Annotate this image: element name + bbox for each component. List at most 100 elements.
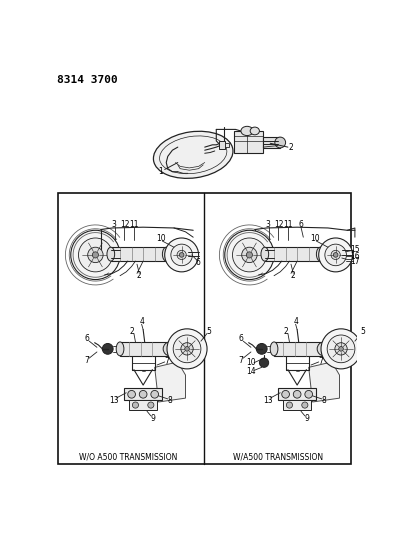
Ellipse shape (162, 247, 170, 261)
Ellipse shape (270, 342, 278, 356)
Ellipse shape (148, 402, 154, 408)
Ellipse shape (302, 402, 308, 408)
Ellipse shape (317, 342, 331, 356)
Ellipse shape (78, 238, 112, 272)
Ellipse shape (92, 252, 98, 258)
Text: W/O A500 TRANSMISSION: W/O A500 TRANSMISSION (78, 452, 177, 461)
Ellipse shape (167, 329, 207, 369)
Ellipse shape (293, 391, 301, 398)
Text: 6: 6 (84, 334, 90, 343)
Bar (225, 142, 229, 147)
Text: 8: 8 (168, 396, 172, 405)
Ellipse shape (107, 247, 115, 261)
Text: 11: 11 (129, 220, 139, 229)
Ellipse shape (139, 391, 147, 398)
Ellipse shape (261, 247, 269, 261)
Text: 13: 13 (109, 396, 119, 405)
Ellipse shape (88, 247, 103, 263)
Ellipse shape (165, 238, 199, 272)
Text: 10: 10 (156, 234, 166, 243)
Text: 5: 5 (206, 327, 211, 336)
Text: 4: 4 (293, 317, 298, 326)
Text: 5: 5 (360, 327, 365, 336)
Polygon shape (309, 362, 339, 402)
Text: 4: 4 (139, 317, 144, 326)
Bar (265, 247, 320, 261)
Ellipse shape (256, 343, 267, 354)
Ellipse shape (177, 251, 186, 260)
Text: 2: 2 (291, 271, 296, 280)
Bar (283, 400, 311, 410)
Ellipse shape (241, 126, 253, 135)
Text: 2: 2 (130, 327, 135, 336)
Ellipse shape (319, 238, 353, 272)
Ellipse shape (181, 343, 193, 355)
Ellipse shape (259, 358, 269, 367)
Text: 17: 17 (350, 257, 360, 266)
Ellipse shape (250, 127, 259, 135)
Polygon shape (155, 362, 185, 402)
Ellipse shape (316, 247, 324, 261)
Text: 7: 7 (165, 357, 170, 366)
Ellipse shape (232, 238, 266, 272)
Ellipse shape (116, 342, 124, 356)
Bar (129, 400, 157, 410)
Ellipse shape (334, 253, 338, 257)
Bar (111, 247, 166, 261)
Ellipse shape (171, 244, 192, 265)
Ellipse shape (339, 346, 343, 351)
Ellipse shape (331, 251, 340, 260)
Ellipse shape (325, 244, 346, 265)
Text: 9: 9 (151, 415, 156, 423)
Text: 8314 3700: 8314 3700 (57, 75, 118, 85)
Text: 8: 8 (322, 396, 326, 405)
Bar (278, 388, 316, 400)
Text: 11: 11 (283, 220, 293, 229)
Ellipse shape (275, 137, 286, 148)
Ellipse shape (246, 252, 252, 258)
Text: 2: 2 (289, 143, 293, 151)
Text: 12: 12 (274, 220, 283, 229)
Ellipse shape (102, 343, 113, 354)
Bar (274, 342, 324, 356)
Text: 1: 1 (158, 167, 163, 176)
Ellipse shape (163, 342, 177, 356)
Bar (234, 131, 263, 152)
Ellipse shape (151, 391, 158, 398)
Text: 6: 6 (238, 334, 243, 343)
Text: 12: 12 (120, 220, 129, 229)
Bar (124, 388, 162, 400)
Text: 7: 7 (318, 357, 324, 366)
Bar (59, 193, 351, 464)
Ellipse shape (287, 402, 293, 408)
Bar (263, 137, 280, 148)
Ellipse shape (128, 391, 135, 398)
Ellipse shape (185, 346, 189, 351)
Text: 9: 9 (305, 415, 310, 423)
Text: 10: 10 (246, 358, 256, 367)
Ellipse shape (173, 335, 201, 363)
Ellipse shape (242, 247, 257, 263)
Text: 6: 6 (195, 258, 200, 267)
Text: 2: 2 (137, 271, 142, 280)
Bar (219, 141, 225, 149)
Ellipse shape (133, 402, 139, 408)
Ellipse shape (225, 230, 274, 280)
Text: 13: 13 (263, 396, 273, 405)
Ellipse shape (71, 230, 120, 280)
Ellipse shape (282, 391, 289, 398)
Text: 7: 7 (84, 356, 90, 365)
Text: 3: 3 (265, 220, 270, 229)
Bar (120, 342, 170, 356)
Text: 14: 14 (246, 367, 256, 376)
Ellipse shape (335, 343, 347, 355)
Text: 7: 7 (238, 356, 243, 365)
Ellipse shape (327, 335, 355, 363)
Text: 10: 10 (310, 234, 320, 243)
Text: 6: 6 (298, 220, 303, 229)
Text: 3: 3 (111, 220, 116, 229)
Ellipse shape (179, 253, 184, 257)
Text: 16: 16 (350, 252, 360, 261)
Text: 2: 2 (284, 327, 289, 336)
Ellipse shape (321, 329, 361, 369)
